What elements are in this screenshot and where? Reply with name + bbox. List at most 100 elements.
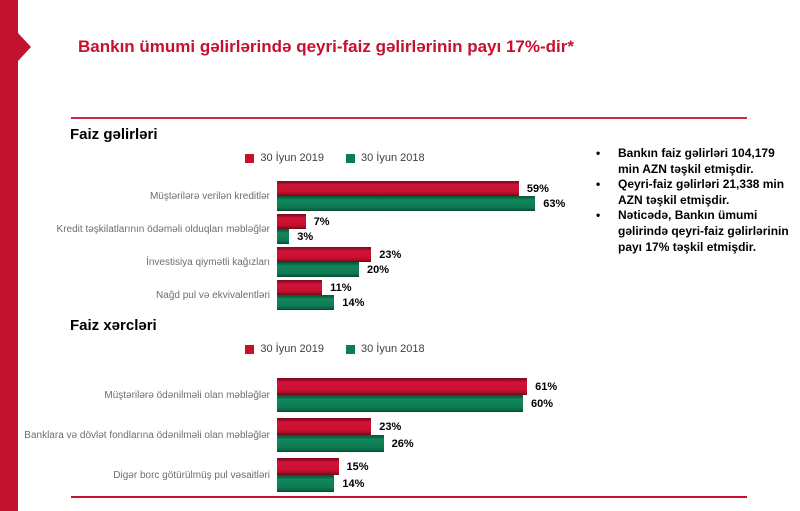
bar-row: 23% <box>277 418 414 435</box>
bar-group: Müştərilərə ödənilməli olan məbləğlər 61%… <box>70 378 600 412</box>
note-text: Qeyri-faiz gəlirləri 21,338 min AZN təşk… <box>618 177 785 207</box>
bar-30-i̇yun-2019 <box>277 378 528 395</box>
bar-30-i̇yun-2019 <box>277 214 306 229</box>
notes-panel: • Bankın faiz gəlirləri 104,179 min AZN t… <box>596 146 796 255</box>
category-label: Nağd pul və ekvivalentləri <box>156 289 270 301</box>
bar-30-i̇yun-2019 <box>277 181 519 196</box>
note-item: • Bankın faiz gəlirləri 104,179 min AZN t… <box>596 146 796 177</box>
bar-group: Kredit təşkilatlarının ödəməli olduqları… <box>56 214 600 244</box>
bar-30-i̇yun-2018 <box>277 229 290 244</box>
legend-item: 30 İyun 2018 <box>346 152 425 164</box>
bar-pair: 59% 63% <box>277 181 565 211</box>
bar-pair: 7% 3% <box>277 214 330 244</box>
note-item: • Nəticədə, Bankın ümumi gəlirində qeyri-… <box>596 208 796 255</box>
category-label: Kredit təşkilatlarının ödəməli olduqları… <box>56 223 270 235</box>
bar-value-label: 23% <box>379 248 402 261</box>
bar-30-i̇yun-2019 <box>277 458 339 475</box>
bar-value-label: 59% <box>526 182 549 195</box>
bar-value-label: 3% <box>297 230 314 243</box>
bar-30-i̇yun-2018 <box>277 395 523 412</box>
arrow-right-icon <box>18 33 31 61</box>
bar-30-i̇yun-2018 <box>277 196 536 211</box>
bar-pair: 61% 60% <box>277 378 557 412</box>
bar-30-i̇yun-2018 <box>277 295 335 310</box>
bar-row: 26% <box>277 435 414 452</box>
chart-legend: 30 İyun 2019 30 İyun 2018 <box>70 342 600 356</box>
chart-section-interest-expenses: Faiz xərcləri 30 İyun 2019 30 İyun 2018 M… <box>24 316 600 498</box>
bar-group: Nağd pul və ekvivalentləri 11% 14% <box>70 280 600 310</box>
accent-sidebar <box>0 0 18 511</box>
bar-value-label: 7% <box>313 215 330 228</box>
note-item: • Qeyri-faiz gəlirləri 21,338 min AZN təş… <box>596 177 796 208</box>
chart-heading: Faiz gəlirləri <box>70 126 158 143</box>
bar-30-i̇yun-2018 <box>277 435 384 452</box>
bar-pair: 23% 26% <box>277 418 414 452</box>
legend-swatch-icon <box>245 344 255 354</box>
chart-rows: Müştərilərə verilən kreditlər 59% 63% Kredi… <box>56 181 600 310</box>
bar-row: 61% <box>277 378 557 395</box>
bar-group: Müştərilərə verilən kreditlər 59% 63% <box>70 181 600 211</box>
chart-rows: Müştərilərə ödənilməli olan məbləğlər 61%… <box>24 378 600 492</box>
legend-swatch-icon <box>346 153 355 163</box>
bar-row: 60% <box>277 395 557 412</box>
bar-30-i̇yun-2018 <box>277 475 335 492</box>
category-label: İnvestisiya qiymətli kağızları <box>146 256 270 268</box>
bar-row: 14% <box>277 475 369 492</box>
bar-30-i̇yun-2018 <box>277 262 359 277</box>
bar-value-label: 11% <box>330 281 352 294</box>
bar-value-label: 20% <box>367 263 390 276</box>
bar-row: 59% <box>277 181 565 196</box>
chart-heading: Faiz xərcləri <box>70 317 157 334</box>
bar-30-i̇yun-2019 <box>277 418 372 435</box>
legend-swatch-icon <box>245 153 255 163</box>
legend-item: 30 İyun 2019 <box>245 343 324 355</box>
bar-pair: 11% 14% <box>277 280 364 310</box>
bar-row: 7% <box>277 214 330 229</box>
bullet-icon: • <box>596 208 601 223</box>
bar-group: Digər borc götürülmüş pul vəsaitləri 15% 1… <box>70 458 600 492</box>
legend-label: 30 İyun 2018 <box>361 343 425 355</box>
bar-row: 15% <box>277 458 369 475</box>
bar-value-label: 14% <box>342 296 365 309</box>
bar-value-label: 15% <box>346 460 369 473</box>
bar-row: 3% <box>277 229 330 244</box>
bar-row: 63% <box>277 196 565 211</box>
category-label: Banklara və dövlət fondlarına ödənilməli… <box>24 429 270 441</box>
bar-group: Banklara və dövlət fondlarına ödənilməli… <box>24 418 600 452</box>
bar-group: İnvestisiya qiymətli kağızları 23% 20% <box>70 247 600 277</box>
legend-label: 30 İyun 2019 <box>260 152 324 164</box>
divider-top <box>71 117 747 119</box>
bar-pair: 23% 20% <box>277 247 401 277</box>
note-text: Nəticədə, Bankın ümumi gəlirində qeyri-f… <box>618 208 789 254</box>
bar-row: 14% <box>277 295 364 310</box>
chart-section-interest-income: Faiz gəlirləri 30 İyun 2019 30 İyun 2018 … <box>56 125 600 313</box>
legend-label: 30 İyun 2018 <box>361 152 425 164</box>
bar-value-label: 26% <box>391 437 414 450</box>
divider-bottom <box>71 496 747 498</box>
bar-row: 20% <box>277 262 401 277</box>
bar-30-i̇yun-2019 <box>277 280 323 295</box>
bar-pair: 15% 14% <box>277 458 369 492</box>
bar-30-i̇yun-2019 <box>277 247 372 262</box>
bar-value-label: 23% <box>379 420 402 433</box>
bar-row: 23% <box>277 247 401 262</box>
bullet-icon: • <box>596 177 601 192</box>
chart-legend: 30 İyun 2019 30 İyun 2018 <box>70 151 600 165</box>
legend-item: 30 İyun 2018 <box>346 343 425 355</box>
bar-value-label: 63% <box>543 197 566 210</box>
notes-list: • Bankın faiz gəlirləri 104,179 min AZN t… <box>596 146 796 255</box>
legend-swatch-icon <box>346 344 355 354</box>
category-label: Digər borc götürülmüş pul vəsaitləri <box>113 469 270 481</box>
category-label: Müştərilərə ödənilməli olan məbləğlər <box>104 389 270 401</box>
bar-value-label: 60% <box>531 397 554 410</box>
legend-label: 30 İyun 2019 <box>260 343 324 355</box>
legend-item: 30 İyun 2019 <box>245 152 324 164</box>
bar-row: 11% <box>277 280 364 295</box>
slide-title: Bankın ümumi gəlirlərində qeyri-faiz gəl… <box>78 37 574 56</box>
note-text: Bankın faiz gəlirləri 104,179 min AZN tə… <box>618 146 775 176</box>
bar-value-label: 61% <box>535 380 558 393</box>
bar-value-label: 14% <box>342 477 365 490</box>
bullet-icon: • <box>596 146 601 160</box>
category-label: Müştərilərə verilən kreditlər <box>149 190 270 202</box>
